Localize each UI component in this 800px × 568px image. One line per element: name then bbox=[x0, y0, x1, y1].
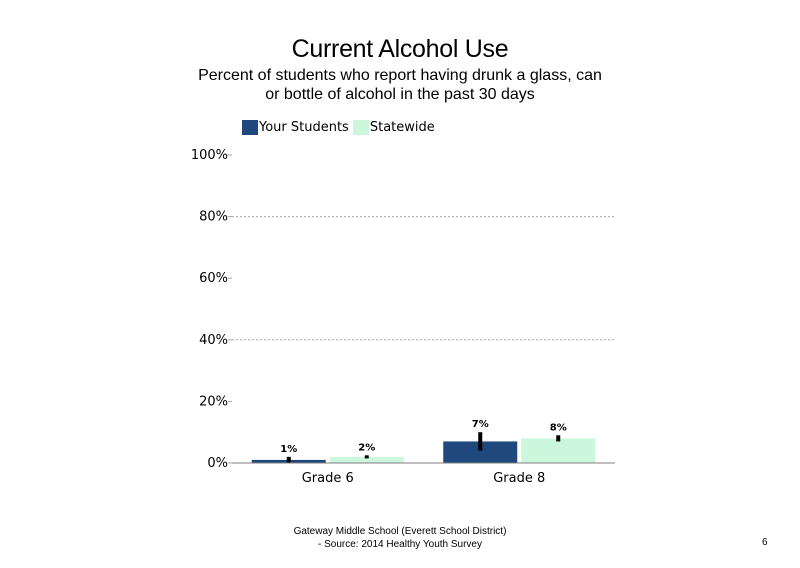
data-label: 1% bbox=[280, 444, 297, 455]
footer: Gateway Middle School (Everett School Di… bbox=[230, 525, 570, 551]
footer-school: Gateway Middle School (Everett School Di… bbox=[293, 526, 507, 537]
y-tick-label: 60% bbox=[199, 271, 228, 286]
legend: Your Students Statewide bbox=[242, 118, 439, 136]
data-label: 7% bbox=[472, 419, 489, 430]
legend-swatch-statewide bbox=[352, 119, 369, 135]
bar bbox=[521, 438, 596, 463]
y-tick-label: 0% bbox=[207, 456, 228, 471]
chart-title: Current Alcohol Use bbox=[291, 35, 509, 63]
legend-item-statewide: Statewide bbox=[352, 119, 435, 135]
y-tick-label: 40% bbox=[199, 333, 228, 348]
chart-subtitle: Percent of students who report having dr… bbox=[198, 67, 602, 103]
legend-label-your-students: Your Students bbox=[259, 119, 349, 135]
legend-swatch-your-students bbox=[242, 119, 258, 135]
bar bbox=[329, 456, 404, 463]
y-tick-label: 80% bbox=[199, 210, 228, 225]
y-tick-label: 20% bbox=[199, 394, 228, 409]
footer-source: - Source: 2014 Healthy Youth Survey bbox=[318, 539, 482, 550]
page-number: 6 bbox=[762, 537, 768, 548]
x-tick-label: Grade 6 bbox=[302, 471, 354, 486]
bar bbox=[443, 441, 518, 463]
legend-item-your-students: Your Students bbox=[242, 119, 349, 135]
y-tick-label: 100% bbox=[191, 148, 228, 163]
data-label: 8% bbox=[550, 422, 567, 433]
legend-label-statewide: Statewide bbox=[369, 119, 435, 135]
x-tick-label: Grade 8 bbox=[493, 471, 545, 486]
data-label: 2% bbox=[358, 442, 375, 453]
